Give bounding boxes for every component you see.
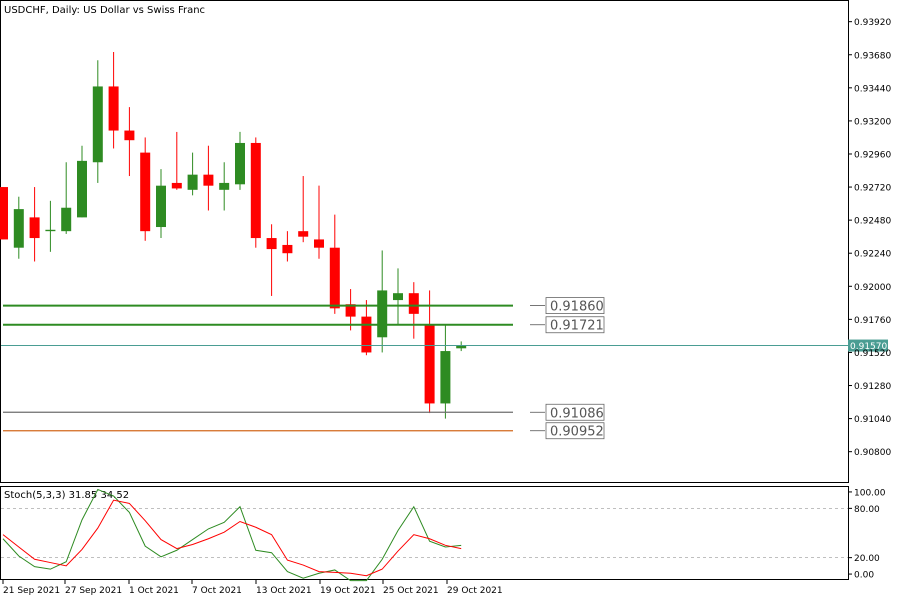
stoch-tick-label: 80.00 [854, 505, 880, 515]
chart-title: USDCHF, Daily: US Dollar vs Swiss Franc [4, 5, 205, 16]
stoch-layer: 100.00 80.00 20.00 0.00 [1, 488, 886, 582]
candle-body [0, 187, 8, 240]
candle-body [424, 324, 435, 404]
level-label: 0.91860 [550, 300, 604, 315]
stoch-signal-line [2, 499, 462, 577]
time-tick-label: 19 Oct 2021 [320, 586, 376, 596]
level-label-box [545, 297, 605, 314]
price-tick-label: 0.93680 [854, 51, 891, 61]
candle-body [393, 293, 403, 301]
level-label-box [545, 422, 605, 440]
candle-body [456, 345, 467, 349]
level-label: 0.91086 [550, 406, 604, 421]
level-label: 0.91721 [550, 319, 604, 334]
price-tick-label: 0.91040 [854, 415, 891, 425]
candle-layer [0, 51, 467, 419]
price-tick-label: 0.93440 [854, 84, 891, 94]
level-label: 0.90952 [550, 425, 604, 440]
candle-body [124, 130, 135, 141]
candle-body [329, 247, 340, 309]
price-tick-label: 0.93920 [854, 18, 891, 28]
price-tick-label: 0.92480 [854, 217, 891, 227]
price-tick-label: 0.93200 [854, 117, 891, 127]
candle-body [13, 209, 24, 248]
time-tick-label: 29 Oct 2021 [447, 586, 503, 596]
axis-layer: 0.93920 0.93680 0.93440 0.93200 0.92960 0.927… [2, 18, 891, 596]
candle-body [203, 174, 214, 186]
time-tick-label: 25 Oct 2021 [383, 586, 439, 596]
candle-body [187, 174, 198, 190]
candle-body [345, 304, 356, 317]
time-tick-label: 27 Sep 2021 [65, 586, 122, 596]
price-tick-label: 0.91760 [854, 316, 891, 326]
candle-body [298, 231, 309, 237]
stoch-tick-label: 0.00 [854, 571, 874, 581]
candle-body [156, 185, 166, 228]
time-tick-label: 21 Sep 2021 [3, 586, 60, 596]
time-tick-label: 13 Oct 2021 [256, 586, 312, 596]
candle-body [282, 244, 293, 254]
price-tick-label: 0.91280 [854, 382, 891, 392]
price-tick-label: 0.92000 [854, 283, 891, 293]
stoch-tick-label: 20.00 [854, 554, 880, 564]
time-tick-label: 7 Oct 2021 [192, 586, 242, 596]
stoch-tick-label: 100.00 [854, 488, 886, 498]
price-tick-label: 0.92960 [854, 150, 891, 160]
price-tick-label: 0.92240 [854, 250, 891, 260]
candle-body [92, 86, 103, 163]
price-panel-frame [0, 0, 849, 483]
level-layer: 0.91570 0.91860 0.91721 0.91086 0.90952 [1, 297, 888, 440]
current-price-tag [848, 339, 888, 352]
candle-body [314, 239, 324, 248]
candle-body [250, 142, 261, 239]
candle-body [77, 160, 87, 218]
time-tick-label: 1 Oct 2021 [129, 586, 179, 596]
candle-body [171, 182, 182, 189]
candle-body [408, 293, 419, 314]
candle-body [266, 238, 277, 250]
candle-body [140, 152, 151, 232]
candle-body [45, 229, 56, 232]
candle-body [219, 182, 230, 190]
candle-body [235, 142, 245, 185]
stoch-panel-frame [0, 486, 849, 580]
price-tick-label: 0.92720 [854, 184, 891, 194]
candle-body [29, 217, 40, 239]
price-tick-label: 0.91520 [854, 349, 891, 359]
level-label-box [545, 403, 605, 421]
candle-body [108, 86, 119, 131]
candle-body [361, 316, 372, 353]
candle-body [377, 290, 388, 338]
candle-body [61, 207, 72, 232]
current-price-label: 0.91570 [850, 342, 887, 352]
stoch-main-line [2, 488, 462, 582]
level-label-box [545, 316, 605, 334]
stoch-label: Stoch(5,3,3) 31.85 34.52 [4, 490, 129, 501]
candle-body [440, 351, 451, 404]
price-tick-label: 0.90800 [854, 448, 891, 458]
